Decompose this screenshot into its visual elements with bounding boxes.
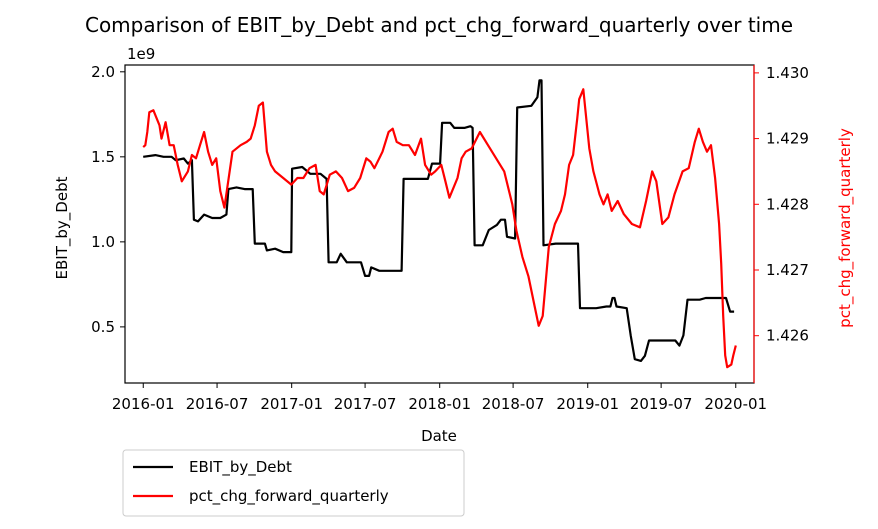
- left-y-axis-label: EBIT_by_Debt: [53, 176, 72, 279]
- right-y-axis-label: pct_chg_forward_quarterly: [836, 128, 855, 328]
- left-axis-offset-text: 1e9: [127, 45, 155, 63]
- x-tick-label: 2016-01: [112, 395, 175, 413]
- right-y-tick-label: 1.429: [766, 130, 809, 148]
- series-line-ebit-by-debt: [143, 79, 735, 362]
- x-tick-label: 2019-01: [556, 395, 619, 413]
- plot-frame: [124, 64, 755, 384]
- legend-label-pct-chg-forward-quarterly: pct_chg_forward_quarterly: [189, 487, 389, 506]
- right-y-tick-label: 1.426: [766, 327, 809, 345]
- left-y-tick-label: 2.0: [91, 63, 115, 81]
- legend-box: [122, 449, 465, 517]
- x-tick-label: 2017-01: [260, 395, 323, 413]
- left-y-axis: 0.5 1.0 1.5 2.0: [91, 63, 125, 336]
- x-axis: 2016-01 2016-07 2017-01 2017-07 2018-01 2018-…: [112, 383, 767, 413]
- x-tick-label: 2018-07: [482, 395, 545, 413]
- chart-title: Comparison of EBIT_by_Debt and pct_chg_f…: [85, 13, 793, 37]
- legend-label-ebit-by-debt: EBIT_by_Debt: [189, 458, 292, 477]
- x-tick-label: 2016-07: [186, 395, 249, 413]
- series-line-pct-chg-forward-quarterly: [142, 88, 737, 369]
- right-y-axis: 1.426 1.427 1.428 1.429 1.430: [753, 64, 809, 383]
- plot-area: [124, 64, 755, 384]
- right-y-tick-label: 1.427: [766, 261, 809, 279]
- left-y-tick-label: 1.0: [91, 233, 115, 251]
- series-layer: [142, 79, 737, 369]
- x-tick-label: 2018-01: [408, 395, 471, 413]
- x-tick-label: 2017-07: [334, 395, 397, 413]
- x-tick-label: 2020-01: [704, 395, 767, 413]
- left-y-tick-label: 0.5: [91, 318, 115, 336]
- left-y-tick-label: 1.5: [91, 148, 115, 166]
- x-axis-label: Date: [421, 427, 457, 445]
- legend: EBIT_by_Debt pct_chg_forward_quarterly: [122, 449, 465, 517]
- right-y-tick-label: 1.430: [766, 64, 809, 82]
- right-y-tick-label: 1.428: [766, 195, 809, 213]
- x-tick-label: 2019-07: [630, 395, 693, 413]
